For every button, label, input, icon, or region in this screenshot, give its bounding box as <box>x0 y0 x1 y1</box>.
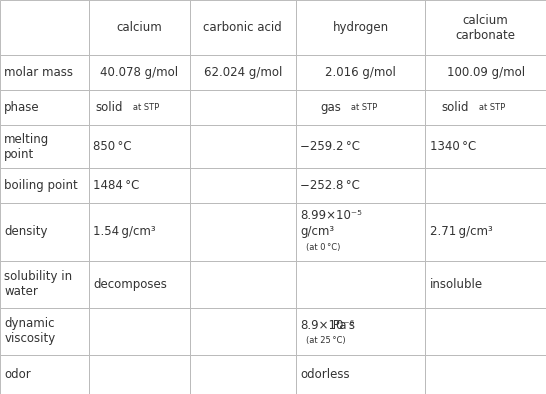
Bar <box>296 308 425 355</box>
Text: melting
point: melting point <box>4 133 50 161</box>
Text: at STP: at STP <box>126 103 159 112</box>
Bar <box>425 203 546 260</box>
Text: calcium: calcium <box>116 21 162 34</box>
Bar <box>0 90 89 125</box>
Bar <box>296 90 425 125</box>
Text: phase: phase <box>4 101 40 114</box>
Bar <box>425 0 546 56</box>
Bar <box>425 355 546 394</box>
Bar <box>0 125 89 168</box>
Bar <box>189 0 296 56</box>
Text: dynamic
viscosity: dynamic viscosity <box>4 318 56 346</box>
Bar <box>89 308 189 355</box>
Bar <box>89 0 189 56</box>
Text: −259.2 °C: −259.2 °C <box>300 140 360 153</box>
Text: solid: solid <box>96 101 123 114</box>
Bar <box>296 125 425 168</box>
Bar <box>89 90 189 125</box>
Text: 8.99×10⁻⁵: 8.99×10⁻⁵ <box>300 209 362 222</box>
Text: decomposes: decomposes <box>93 278 167 291</box>
Text: −252.8 °C: −252.8 °C <box>300 179 360 192</box>
Bar <box>0 168 89 203</box>
Bar <box>425 260 546 308</box>
Bar <box>425 168 546 203</box>
Text: insoluble: insoluble <box>430 278 483 291</box>
Text: odorless: odorless <box>300 368 350 381</box>
Text: (at 0 °C): (at 0 °C) <box>306 243 340 253</box>
Bar <box>296 56 425 90</box>
Bar <box>189 308 296 355</box>
Bar <box>189 168 296 203</box>
Bar <box>296 355 425 394</box>
Text: (at 25 °C): (at 25 °C) <box>306 336 346 346</box>
Bar <box>189 90 296 125</box>
Bar <box>89 203 189 260</box>
Text: 100.09 g/mol: 100.09 g/mol <box>447 66 525 79</box>
Bar <box>296 260 425 308</box>
Text: solid: solid <box>442 101 469 114</box>
Text: 2.016 g/mol: 2.016 g/mol <box>325 66 396 79</box>
Text: 850 °C: 850 °C <box>93 140 132 153</box>
Text: solubility in
water: solubility in water <box>4 270 73 298</box>
Bar <box>189 355 296 394</box>
Text: 1484 °C: 1484 °C <box>93 179 140 192</box>
Text: calcium
carbonate: calcium carbonate <box>456 14 515 42</box>
Bar <box>425 56 546 90</box>
Bar <box>0 203 89 260</box>
Bar <box>425 308 546 355</box>
Text: molar mass: molar mass <box>4 66 73 79</box>
Bar <box>296 203 425 260</box>
Text: 8.9×10⁻⁶: 8.9×10⁻⁶ <box>300 319 354 332</box>
Bar <box>296 0 425 56</box>
Text: 62.024 g/mol: 62.024 g/mol <box>204 66 282 79</box>
Bar <box>0 355 89 394</box>
Bar <box>0 56 89 90</box>
Bar <box>0 260 89 308</box>
Bar <box>89 168 189 203</box>
Text: 2.71 g/cm³: 2.71 g/cm³ <box>430 225 492 238</box>
Text: odor: odor <box>4 368 31 381</box>
Text: 1340 °C: 1340 °C <box>430 140 476 153</box>
Bar <box>0 308 89 355</box>
Text: gas: gas <box>321 101 342 114</box>
Bar <box>189 203 296 260</box>
Text: density: density <box>4 225 48 238</box>
Text: 40.078 g/mol: 40.078 g/mol <box>100 66 179 79</box>
Bar <box>189 125 296 168</box>
Bar <box>189 56 296 90</box>
Bar <box>89 260 189 308</box>
Bar <box>0 0 89 56</box>
Bar <box>425 90 546 125</box>
Text: Pa s: Pa s <box>329 319 355 332</box>
Text: 1.54 g/cm³: 1.54 g/cm³ <box>93 225 156 238</box>
Text: carbonic acid: carbonic acid <box>204 21 282 34</box>
Text: g/cm³: g/cm³ <box>300 225 335 238</box>
Text: at STP: at STP <box>472 103 505 112</box>
Text: boiling point: boiling point <box>4 179 78 192</box>
Bar <box>89 125 189 168</box>
Bar <box>89 355 189 394</box>
Bar <box>189 260 296 308</box>
Bar <box>89 56 189 90</box>
Text: hydrogen: hydrogen <box>333 21 389 34</box>
Text: at STP: at STP <box>345 103 377 112</box>
Bar <box>296 168 425 203</box>
Bar <box>425 125 546 168</box>
